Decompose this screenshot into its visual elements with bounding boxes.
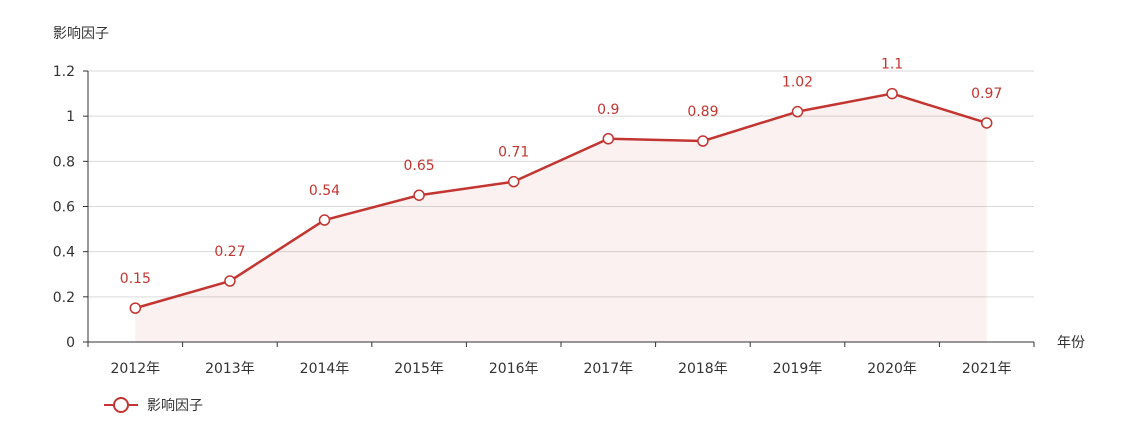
y-tick-label: 1.2	[53, 64, 75, 80]
series-line	[134, 92, 988, 310]
y-axis-name: 影响因子	[53, 26, 109, 42]
data-label: 0.27	[214, 244, 245, 260]
x-tick-label: 2015年	[394, 361, 444, 377]
x-tick-label: 2016年	[489, 361, 539, 377]
axes: 0 0.2 0.4 0.6 0.8 1 1.2 2012年 2013年 2014年 2015年 201…	[53, 64, 1035, 377]
y-tick-label: 0.2	[53, 290, 75, 306]
data-point[interactable]	[697, 135, 709, 147]
data-label: 0.89	[687, 104, 718, 120]
x-tick-label: 2014年	[300, 361, 350, 377]
x-tick-label: 2020年	[867, 361, 917, 377]
data-point[interactable]	[602, 133, 615, 145]
data-point[interactable]	[224, 275, 236, 287]
y-tick-label: 1	[66, 109, 75, 125]
x-tick-label: 2018年	[678, 361, 728, 377]
legend-marker-icon	[113, 397, 129, 413]
series-area	[135, 93, 987, 342]
x-tick-label: 2012年	[110, 361, 160, 377]
grid-lines	[88, 70, 1034, 298]
data-point[interactable]	[129, 302, 142, 314]
data-label: 1.1	[881, 57, 903, 73]
series-line-group	[134, 92, 988, 310]
data-point[interactable]	[886, 87, 898, 100]
data-label: 0.54	[309, 183, 340, 199]
y-tick-label: 0.6	[53, 200, 75, 216]
x-axis-name: 年份	[1057, 335, 1085, 351]
y-tick-label: 0	[66, 335, 75, 351]
legend-label: 影响因子	[147, 398, 203, 414]
data-point[interactable]	[318, 214, 331, 226]
data-point[interactable]	[413, 189, 425, 201]
data-labels: 0.15 0.27 0.54 0.65 0.71 0.9 0.89 1.02 1.1 0.97	[120, 57, 1003, 288]
area-fill-group	[135, 93, 987, 342]
data-label: 1.02	[782, 75, 813, 91]
y-tick-label: 0.4	[53, 245, 75, 261]
data-points	[129, 87, 993, 314]
data-point[interactable]	[507, 175, 520, 188]
data-point[interactable]	[791, 105, 804, 118]
legend[interactable]: 影响因子	[104, 397, 203, 414]
data-label: 0.15	[120, 271, 151, 287]
x-tick-label: 2017年	[583, 361, 633, 377]
x-tick-label: 2019年	[773, 361, 823, 377]
data-label: 0.71	[498, 145, 529, 161]
data-label: 0.97	[971, 86, 1002, 102]
data-label: 0.65	[404, 158, 435, 174]
data-label: 0.9	[597, 102, 619, 118]
y-tick-label: 0.8	[53, 154, 75, 170]
x-tick-label: 2021年	[962, 361, 1012, 377]
x-tick-label: 2013年	[205, 361, 255, 377]
data-point[interactable]	[980, 117, 993, 129]
